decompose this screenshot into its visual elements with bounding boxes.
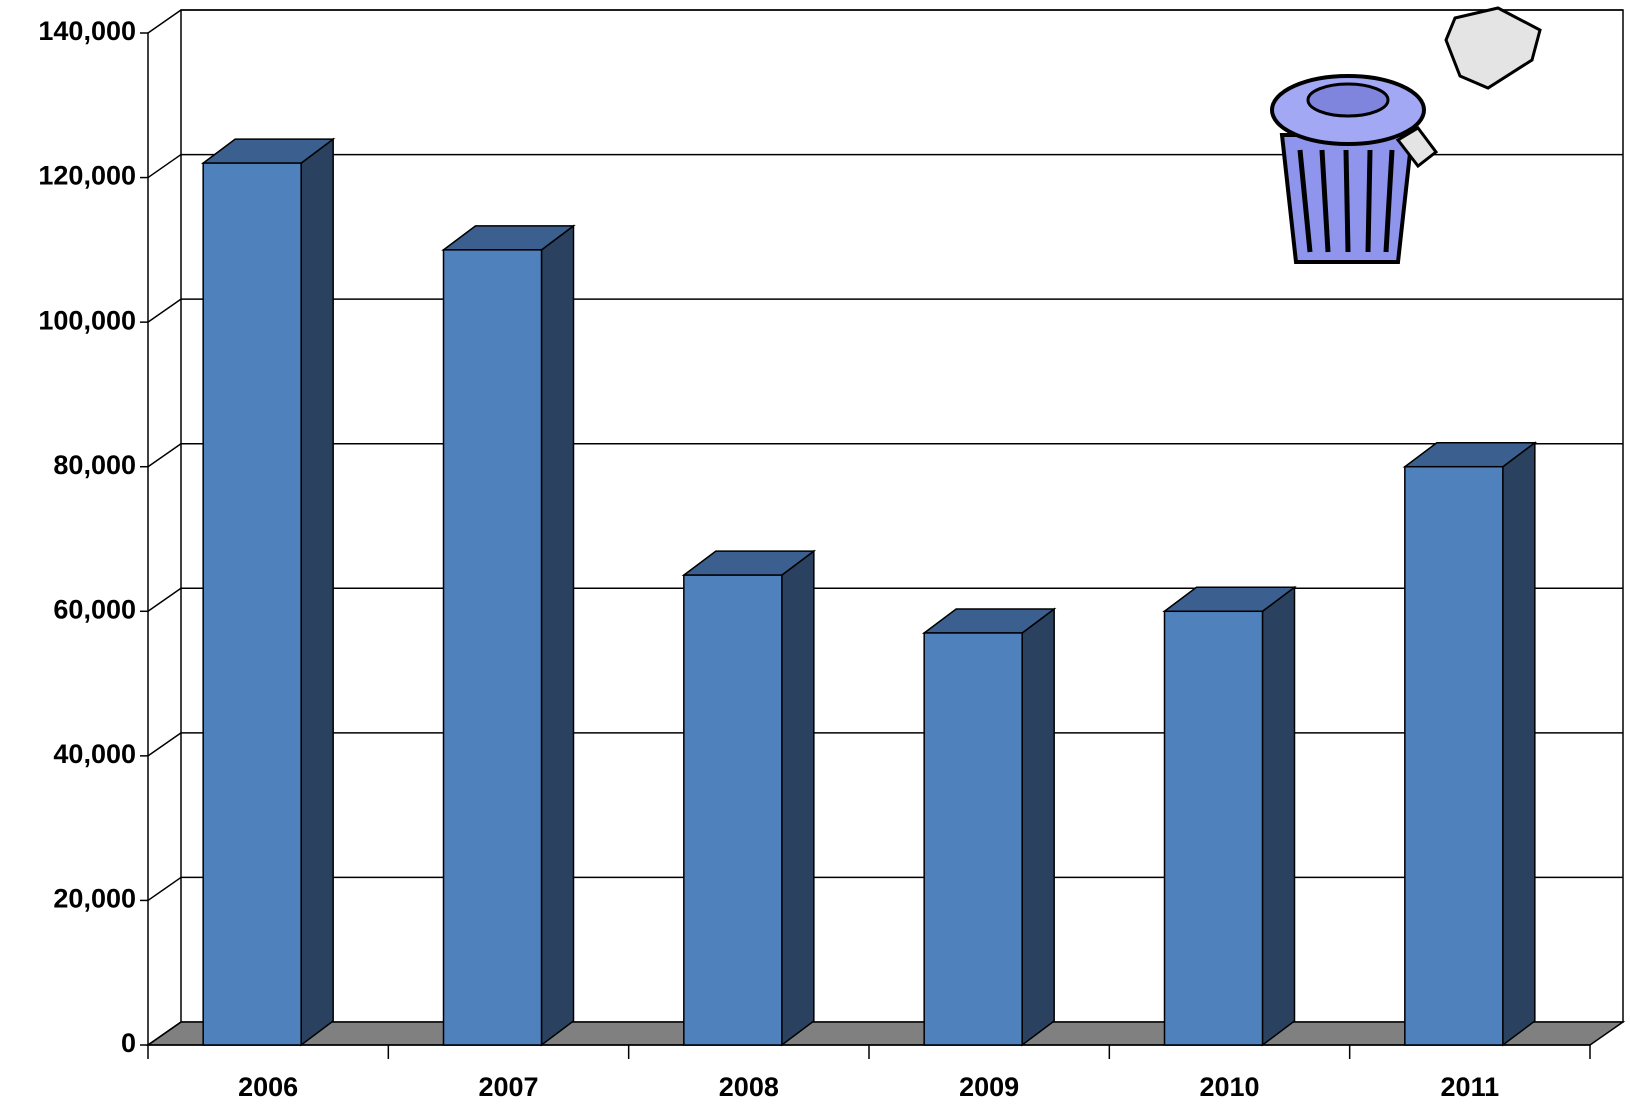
x-tick-label: 2008 <box>719 1072 779 1102</box>
y-tick-label: 20,000 <box>53 884 136 914</box>
grid-depth <box>147 443 182 468</box>
floor <box>145 1021 1626 1046</box>
grid-depth <box>147 298 182 323</box>
grid-depth <box>147 876 182 902</box>
bar-front <box>683 574 783 1046</box>
bar-front <box>1404 465 1504 1046</box>
bar <box>200 137 336 1047</box>
y-tick-label: 140,000 <box>38 16 136 46</box>
trash-can-clipart <box>1270 6 1542 264</box>
bar <box>681 549 817 1047</box>
x-tick-label: 2010 <box>1199 1072 1259 1102</box>
grid-depth <box>147 1021 182 1046</box>
x-tick-label: 2006 <box>238 1072 298 1102</box>
bar-side <box>1021 607 1055 1047</box>
x-tick-label: 2009 <box>959 1072 1019 1102</box>
grid-depth <box>147 153 182 179</box>
grid-depth <box>147 732 182 757</box>
bar-front <box>923 632 1023 1046</box>
y-tick-label: 120,000 <box>38 161 136 191</box>
bar-side <box>300 137 334 1047</box>
bar-side <box>540 224 575 1047</box>
grid-depth <box>147 587 182 612</box>
bar-front <box>1163 610 1264 1046</box>
bar <box>1402 441 1538 1047</box>
y-tick-label: 40,000 <box>53 739 136 769</box>
x-tick-label: 2011 <box>1441 1072 1500 1102</box>
y-tick-label: 0 <box>121 1028 136 1058</box>
bar <box>921 607 1057 1047</box>
bar <box>1162 585 1297 1047</box>
y-tick-label: 100,000 <box>38 305 136 335</box>
bar <box>441 224 576 1047</box>
x-tick-label: 2007 <box>478 1072 538 1102</box>
y-tick-label: 60,000 <box>53 594 136 624</box>
bar-side <box>1261 585 1296 1047</box>
bar-side <box>1502 441 1536 1047</box>
bar-side <box>781 549 815 1047</box>
bar-front <box>442 249 543 1046</box>
grid-depth <box>147 9 182 34</box>
y-tick-label: 80,000 <box>53 450 136 480</box>
bar-front <box>202 162 302 1046</box>
